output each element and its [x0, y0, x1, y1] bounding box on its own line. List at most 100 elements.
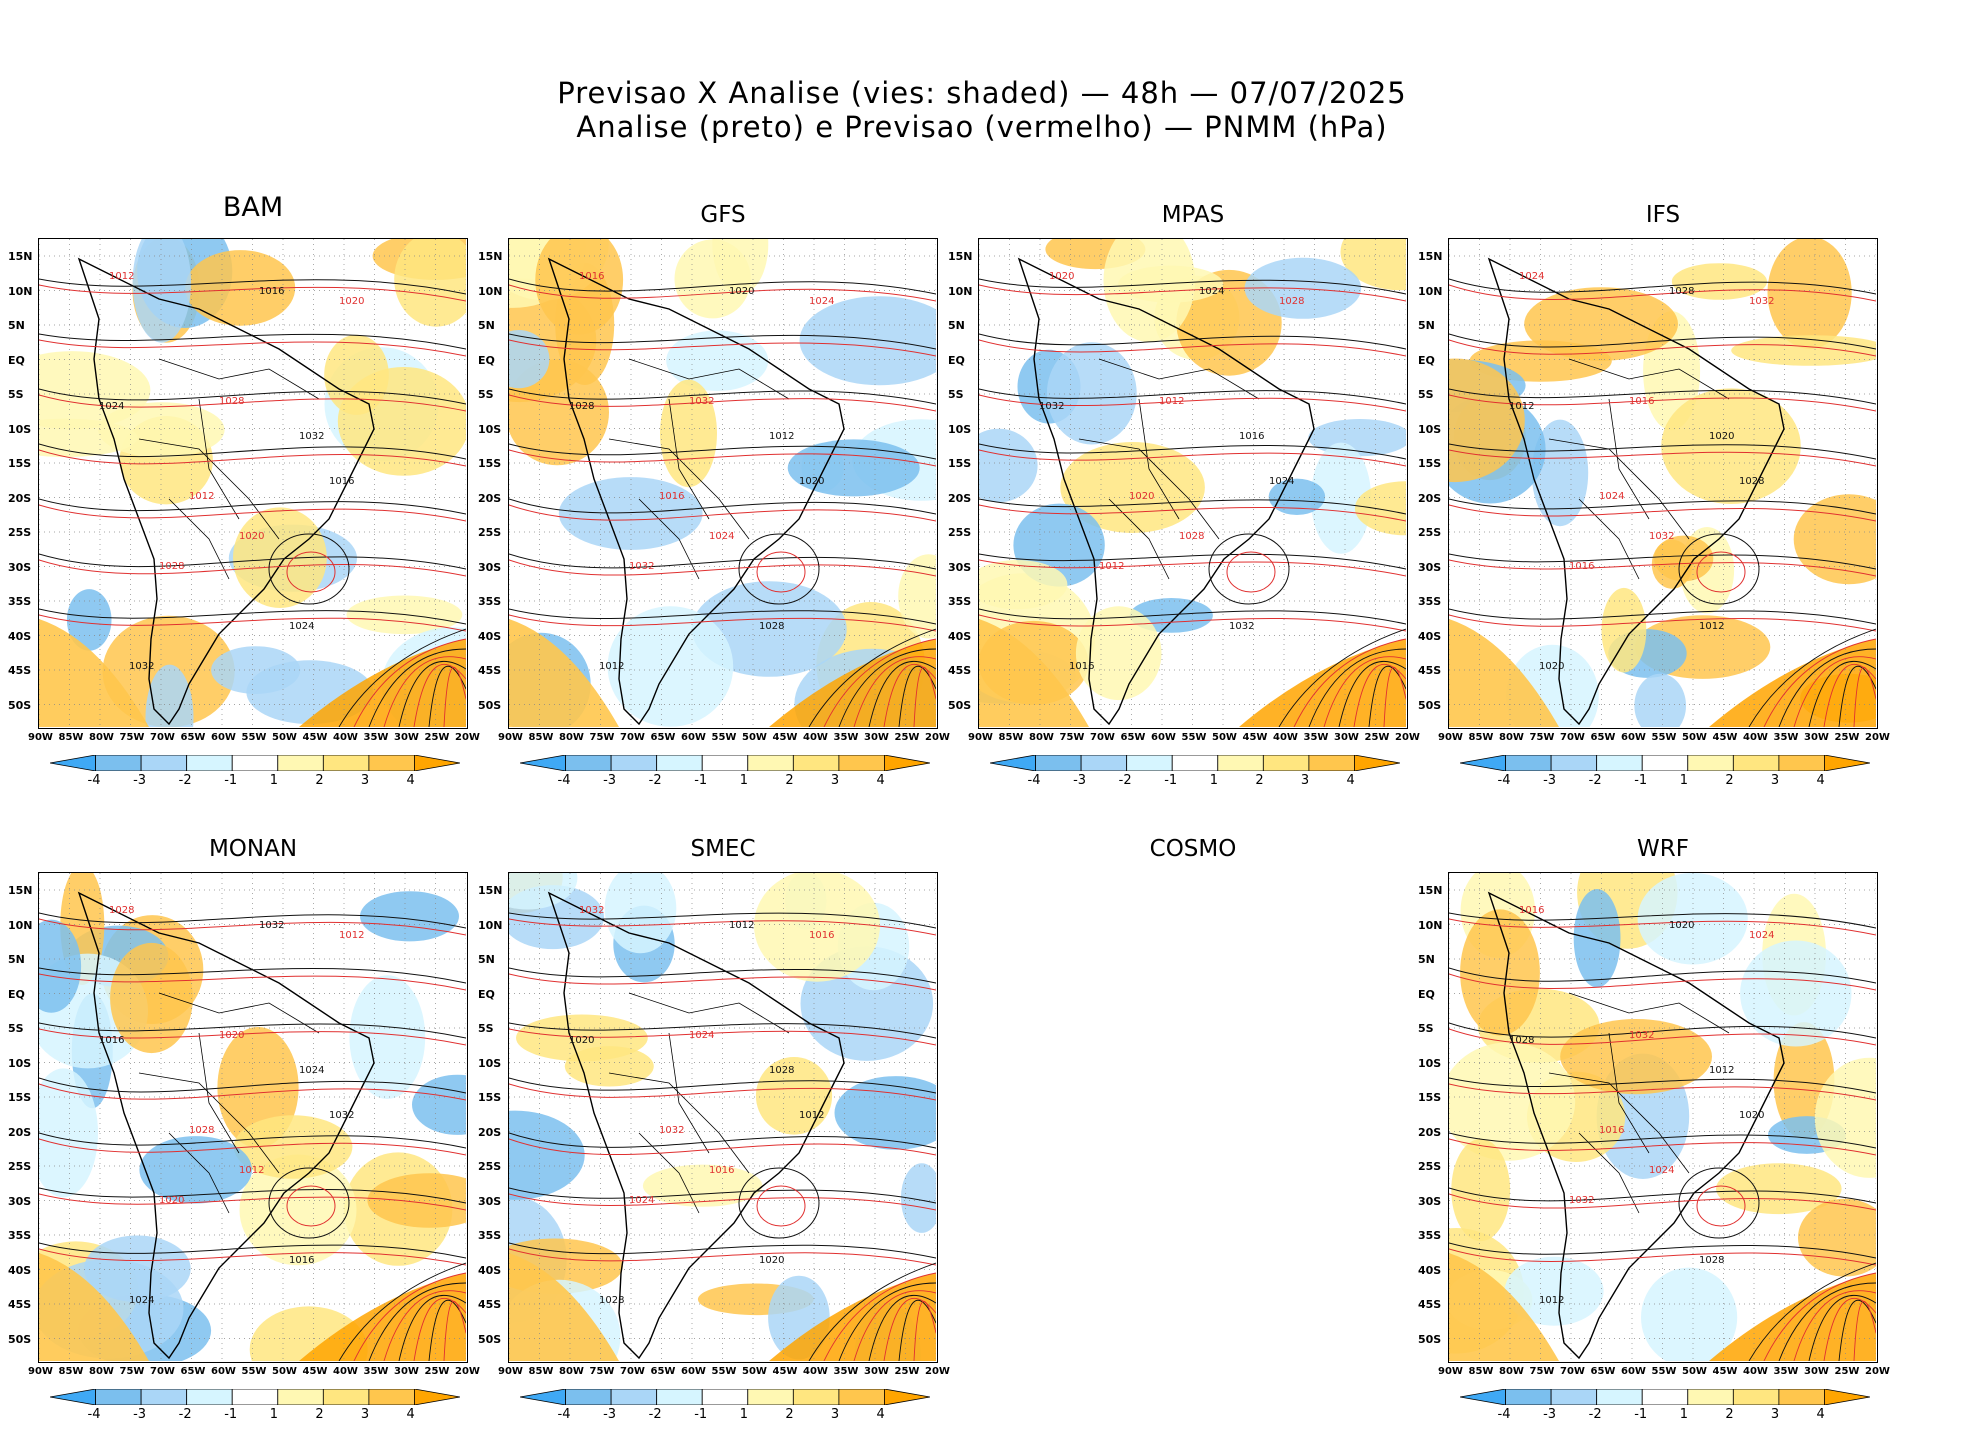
negative-bias-area	[1573, 889, 1621, 988]
isobar-labels: 1032 1012 1016 1020 1024 1028 1032 1012 1016 1020…	[569, 905, 834, 1306]
positive-bias-area	[509, 1253, 619, 1361]
positive-bias-area	[299, 1273, 466, 1361]
analysis-isobar	[39, 553, 466, 570]
analysis-isobar	[1449, 1077, 1876, 1094]
colorbar-tick-label: -4	[87, 1407, 101, 1422]
analysis-isobar	[509, 608, 936, 625]
analysis-isobar	[509, 333, 936, 350]
lon-label: 70W	[150, 1366, 175, 1377]
lon-label: 20W	[1865, 1366, 1890, 1377]
negative-bias-area	[412, 1074, 466, 1135]
analysis-isobar	[39, 1022, 466, 1039]
forecast-isobar	[1226, 551, 1276, 593]
colorbar-swatch	[1035, 754, 1082, 772]
lon-label: 20W	[925, 732, 950, 743]
analysis-isobar	[1449, 333, 1876, 350]
forecast-isobar	[413, 663, 466, 727]
negative-bias-area	[132, 239, 191, 343]
lon-label: 90W	[1438, 732, 1463, 743]
analysis-isobar	[509, 1242, 936, 1259]
colorbar-tick-label: -1	[1164, 773, 1178, 788]
lon-label: 65W	[1590, 732, 1616, 743]
forecast-isobar-label: 1028	[109, 905, 134, 916]
lon-label: 75W	[1059, 732, 1085, 743]
bias-shading	[1449, 239, 1876, 727]
positive-bias-area	[1075, 606, 1162, 701]
lon-label: 75W	[589, 1366, 615, 1377]
lon-label: 25W	[424, 1366, 450, 1377]
analysis-isobar-label: 1028	[1739, 476, 1764, 487]
colorbar-swatch	[1596, 754, 1643, 772]
lat-label: 25S	[8, 1160, 32, 1173]
colorbar-tick-label: -3	[1073, 773, 1087, 788]
lat-label: 30S	[948, 560, 972, 574]
forecast-isobar	[1853, 1300, 1876, 1361]
colorbar-tick-label: -2	[1588, 1407, 1602, 1422]
lon-label: 25W	[894, 1366, 920, 1377]
lat-label: 10N	[8, 918, 33, 932]
analysis-isobar	[368, 1282, 466, 1361]
colorbar-swatch	[519, 1388, 566, 1406]
colorbar-tick-label: 2	[315, 1407, 324, 1422]
analysis-isobar	[509, 443, 936, 460]
analysis-isobar	[1778, 648, 1876, 727]
analysis-isobar	[509, 967, 936, 984]
negative-bias-area	[834, 1076, 936, 1150]
lon-label: 70W	[1560, 1366, 1585, 1377]
colorbar-tick-label: 2	[1725, 773, 1734, 788]
forecast-isobar	[1823, 1297, 1876, 1361]
lon-label: 80W	[89, 1366, 114, 1377]
lat-label: 50S	[8, 1332, 32, 1346]
positive-bias-area	[1671, 263, 1767, 300]
colorbar-swatch	[186, 754, 233, 772]
analysis-isobar-label: 1012	[1509, 401, 1534, 412]
forecast-isobar-label: 1032	[579, 905, 604, 916]
bias-shading	[39, 873, 466, 1361]
isobars	[39, 912, 466, 1361]
colorbar-tick-label: 1	[1679, 1407, 1689, 1422]
lat-label: 10S	[8, 422, 32, 436]
lon-label: 35W	[363, 732, 389, 743]
positive-bias-area	[39, 1253, 149, 1361]
analysis-isobar	[808, 628, 936, 727]
map-panel-monan: 1028 1032 1012 1016 1020 1024 1028 1032 1012 1016…	[38, 872, 468, 1363]
positive-bias-area	[233, 507, 327, 608]
colorbar-swatch	[231, 754, 279, 772]
analysis-isobar-label: 1012	[1709, 1065, 1734, 1076]
positive-bias-area	[1239, 639, 1406, 727]
negative-bias-area	[900, 1163, 936, 1233]
analysis-isobar	[39, 1132, 466, 1149]
lon-label: 55W	[1651, 1366, 1677, 1377]
analysis-isobar-label: 1012	[599, 661, 624, 672]
analysis-isobar	[1208, 533, 1290, 605]
lon-label: 70W	[1090, 732, 1115, 743]
positive-bias-area	[754, 873, 880, 982]
lon-label: 80W	[89, 732, 114, 743]
lon-label: 55W	[711, 732, 737, 743]
forecast-isobar-label: 1032	[659, 1125, 684, 1136]
analysis-isobar	[838, 1282, 936, 1361]
lon-label: 65W	[180, 1366, 206, 1377]
lon-label: 85W	[1468, 732, 1494, 743]
forecast-isobar-label: 1028	[159, 561, 184, 572]
colorbar-tick-label: 1	[269, 1407, 279, 1422]
colorbar-swatch	[610, 754, 658, 772]
analysis-isobar-label: 1032	[259, 920, 284, 931]
lon-label: 60W	[1151, 732, 1176, 743]
lon-label: 75W	[119, 1366, 145, 1377]
analysis-isobar-label: 1028	[599, 1295, 624, 1306]
positive-bias-area	[1767, 239, 1852, 349]
colorbar-swatch	[656, 1388, 703, 1406]
analysis-isobar-label: 1016	[289, 1255, 314, 1266]
lat-label: 45S	[8, 1298, 32, 1311]
lon-label: 90W	[28, 732, 53, 743]
analysis-isobar	[509, 498, 936, 515]
lon-label: 90W	[498, 1366, 523, 1377]
bias-shading	[979, 239, 1406, 727]
forecast-isobar	[39, 1138, 466, 1156]
forecast-isobar	[509, 449, 936, 467]
lat-label: 10N	[948, 284, 973, 298]
continent-outline	[547, 257, 845, 726]
forecast-isobar-label: 1016	[1519, 905, 1544, 916]
colorbar-swatch	[747, 754, 794, 772]
